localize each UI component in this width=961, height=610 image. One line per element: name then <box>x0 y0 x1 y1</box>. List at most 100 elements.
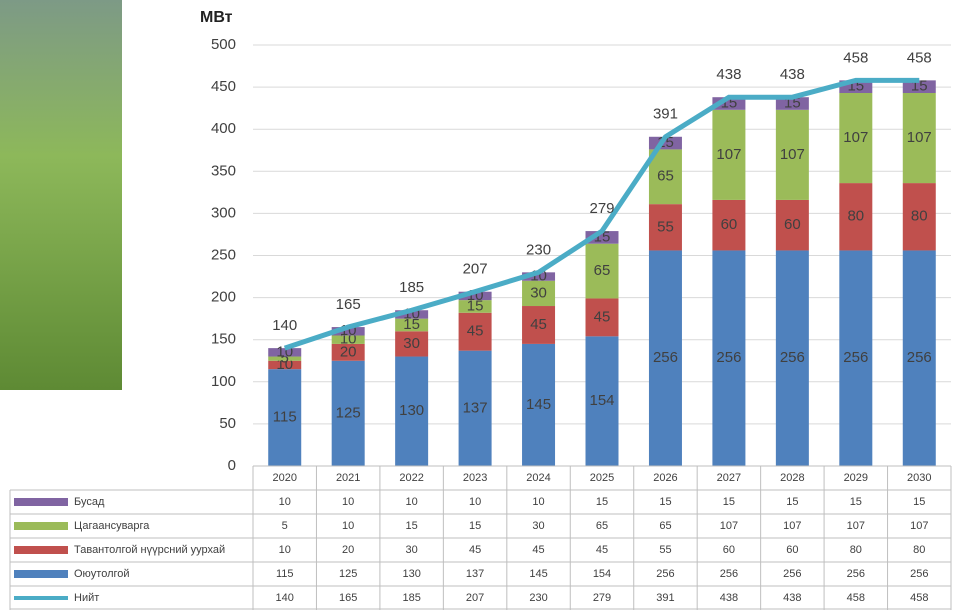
bar <box>775 250 809 466</box>
bar <box>331 327 365 336</box>
bar <box>585 298 619 337</box>
data-label: 137 <box>463 399 488 416</box>
x-tick-label: 2023 <box>463 472 487 484</box>
bar <box>522 272 556 281</box>
table-cell: 207 <box>466 592 484 604</box>
bar <box>522 280 556 307</box>
y-tick-label: 300 <box>211 204 236 221</box>
bar <box>268 369 302 466</box>
table-cell: 115 <box>276 568 294 580</box>
data-label: 185 <box>399 279 424 296</box>
table-cell: 391 <box>656 592 674 604</box>
bar <box>902 80 936 93</box>
data-label: 107 <box>843 129 868 146</box>
table-cell: 45 <box>596 544 608 556</box>
y-tick-label: 500 <box>211 36 236 53</box>
table-cell: 15 <box>596 496 608 508</box>
table-cell: 458 <box>847 592 865 604</box>
bar <box>648 149 682 205</box>
data-label: 5 <box>281 350 289 367</box>
bar <box>902 250 936 466</box>
data-label: 115 <box>273 409 297 426</box>
bar <box>395 356 429 466</box>
table-cell: 256 <box>656 568 674 580</box>
table-cell: 256 <box>720 568 738 580</box>
bar <box>268 360 302 370</box>
bar <box>458 291 492 301</box>
table-cell: 140 <box>276 592 294 604</box>
bar <box>648 250 682 466</box>
table-cell: 256 <box>910 568 928 580</box>
table-cell: 438 <box>783 592 801 604</box>
data-label: 458 <box>907 49 932 66</box>
bar <box>775 109 809 200</box>
table-cell: 15 <box>913 496 925 508</box>
data-label: 154 <box>589 392 614 409</box>
table-cell: 10 <box>279 496 291 508</box>
table-cell: 80 <box>850 544 862 556</box>
x-tick-label: 2027 <box>717 472 741 484</box>
bar <box>839 250 873 466</box>
data-label: 140 <box>272 317 297 334</box>
x-tick-label: 2022 <box>399 472 423 484</box>
data-label: 125 <box>336 404 361 421</box>
y-tick-label: 350 <box>211 162 236 179</box>
table-cell: 15 <box>850 496 862 508</box>
data-label: 256 <box>653 349 678 366</box>
x-tick-label: 2029 <box>844 472 868 484</box>
data-label: 256 <box>716 349 741 366</box>
bar <box>522 343 556 466</box>
bar <box>585 336 619 466</box>
data-label: 391 <box>653 106 678 123</box>
data-label: 30 <box>530 284 547 301</box>
x-tick-label: 2026 <box>653 472 677 484</box>
data-label: 65 <box>594 262 611 279</box>
y-tick-label: 200 <box>211 289 236 306</box>
data-label: 60 <box>721 216 738 233</box>
table-cell: 65 <box>659 520 671 532</box>
table-cell: 107 <box>847 520 865 532</box>
table-cell: 279 <box>593 592 611 604</box>
y-axis-label: МВт <box>200 9 233 26</box>
table-cell: 165 <box>339 592 357 604</box>
table-cell: 10 <box>406 496 418 508</box>
data-label: 145 <box>526 396 551 413</box>
table-cell: 256 <box>847 568 865 580</box>
table-cell: 10 <box>342 496 354 508</box>
data-label: 15 <box>403 316 420 333</box>
bar <box>585 243 619 299</box>
table-cell: 137 <box>466 568 484 580</box>
y-tick-label: 150 <box>211 331 236 348</box>
table-cell: 60 <box>723 544 735 556</box>
data-label: 256 <box>843 349 868 366</box>
y-tick-label: 50 <box>219 415 236 432</box>
y-tick-label: 450 <box>211 78 236 95</box>
data-label: 256 <box>780 349 805 366</box>
bar <box>712 109 746 200</box>
table-cell: 458 <box>910 592 928 604</box>
data-label: 130 <box>399 402 424 419</box>
table-cell: 438 <box>720 592 738 604</box>
legend-swatch <box>14 498 68 506</box>
data-label: 107 <box>780 146 805 163</box>
x-tick-label: 2024 <box>526 472 550 484</box>
bar <box>522 306 556 344</box>
table-cell: 65 <box>596 520 608 532</box>
table-cell: 45 <box>532 544 544 556</box>
y-tick-label: 0 <box>228 457 236 474</box>
bar <box>712 199 746 251</box>
data-label: 45 <box>594 308 611 325</box>
data-label: 207 <box>463 261 488 278</box>
bar <box>331 335 365 344</box>
bar <box>458 312 492 351</box>
x-tick-label: 2025 <box>590 472 614 484</box>
table-cell: 15 <box>786 496 798 508</box>
data-label: 45 <box>467 323 484 340</box>
table-cell: 125 <box>339 568 357 580</box>
table-cell: 10 <box>279 544 291 556</box>
legend-label: Оюутолгой <box>74 568 130 580</box>
data-label: 55 <box>657 218 674 235</box>
data-label: 15 <box>467 297 484 314</box>
y-tick-label: 250 <box>211 246 236 263</box>
